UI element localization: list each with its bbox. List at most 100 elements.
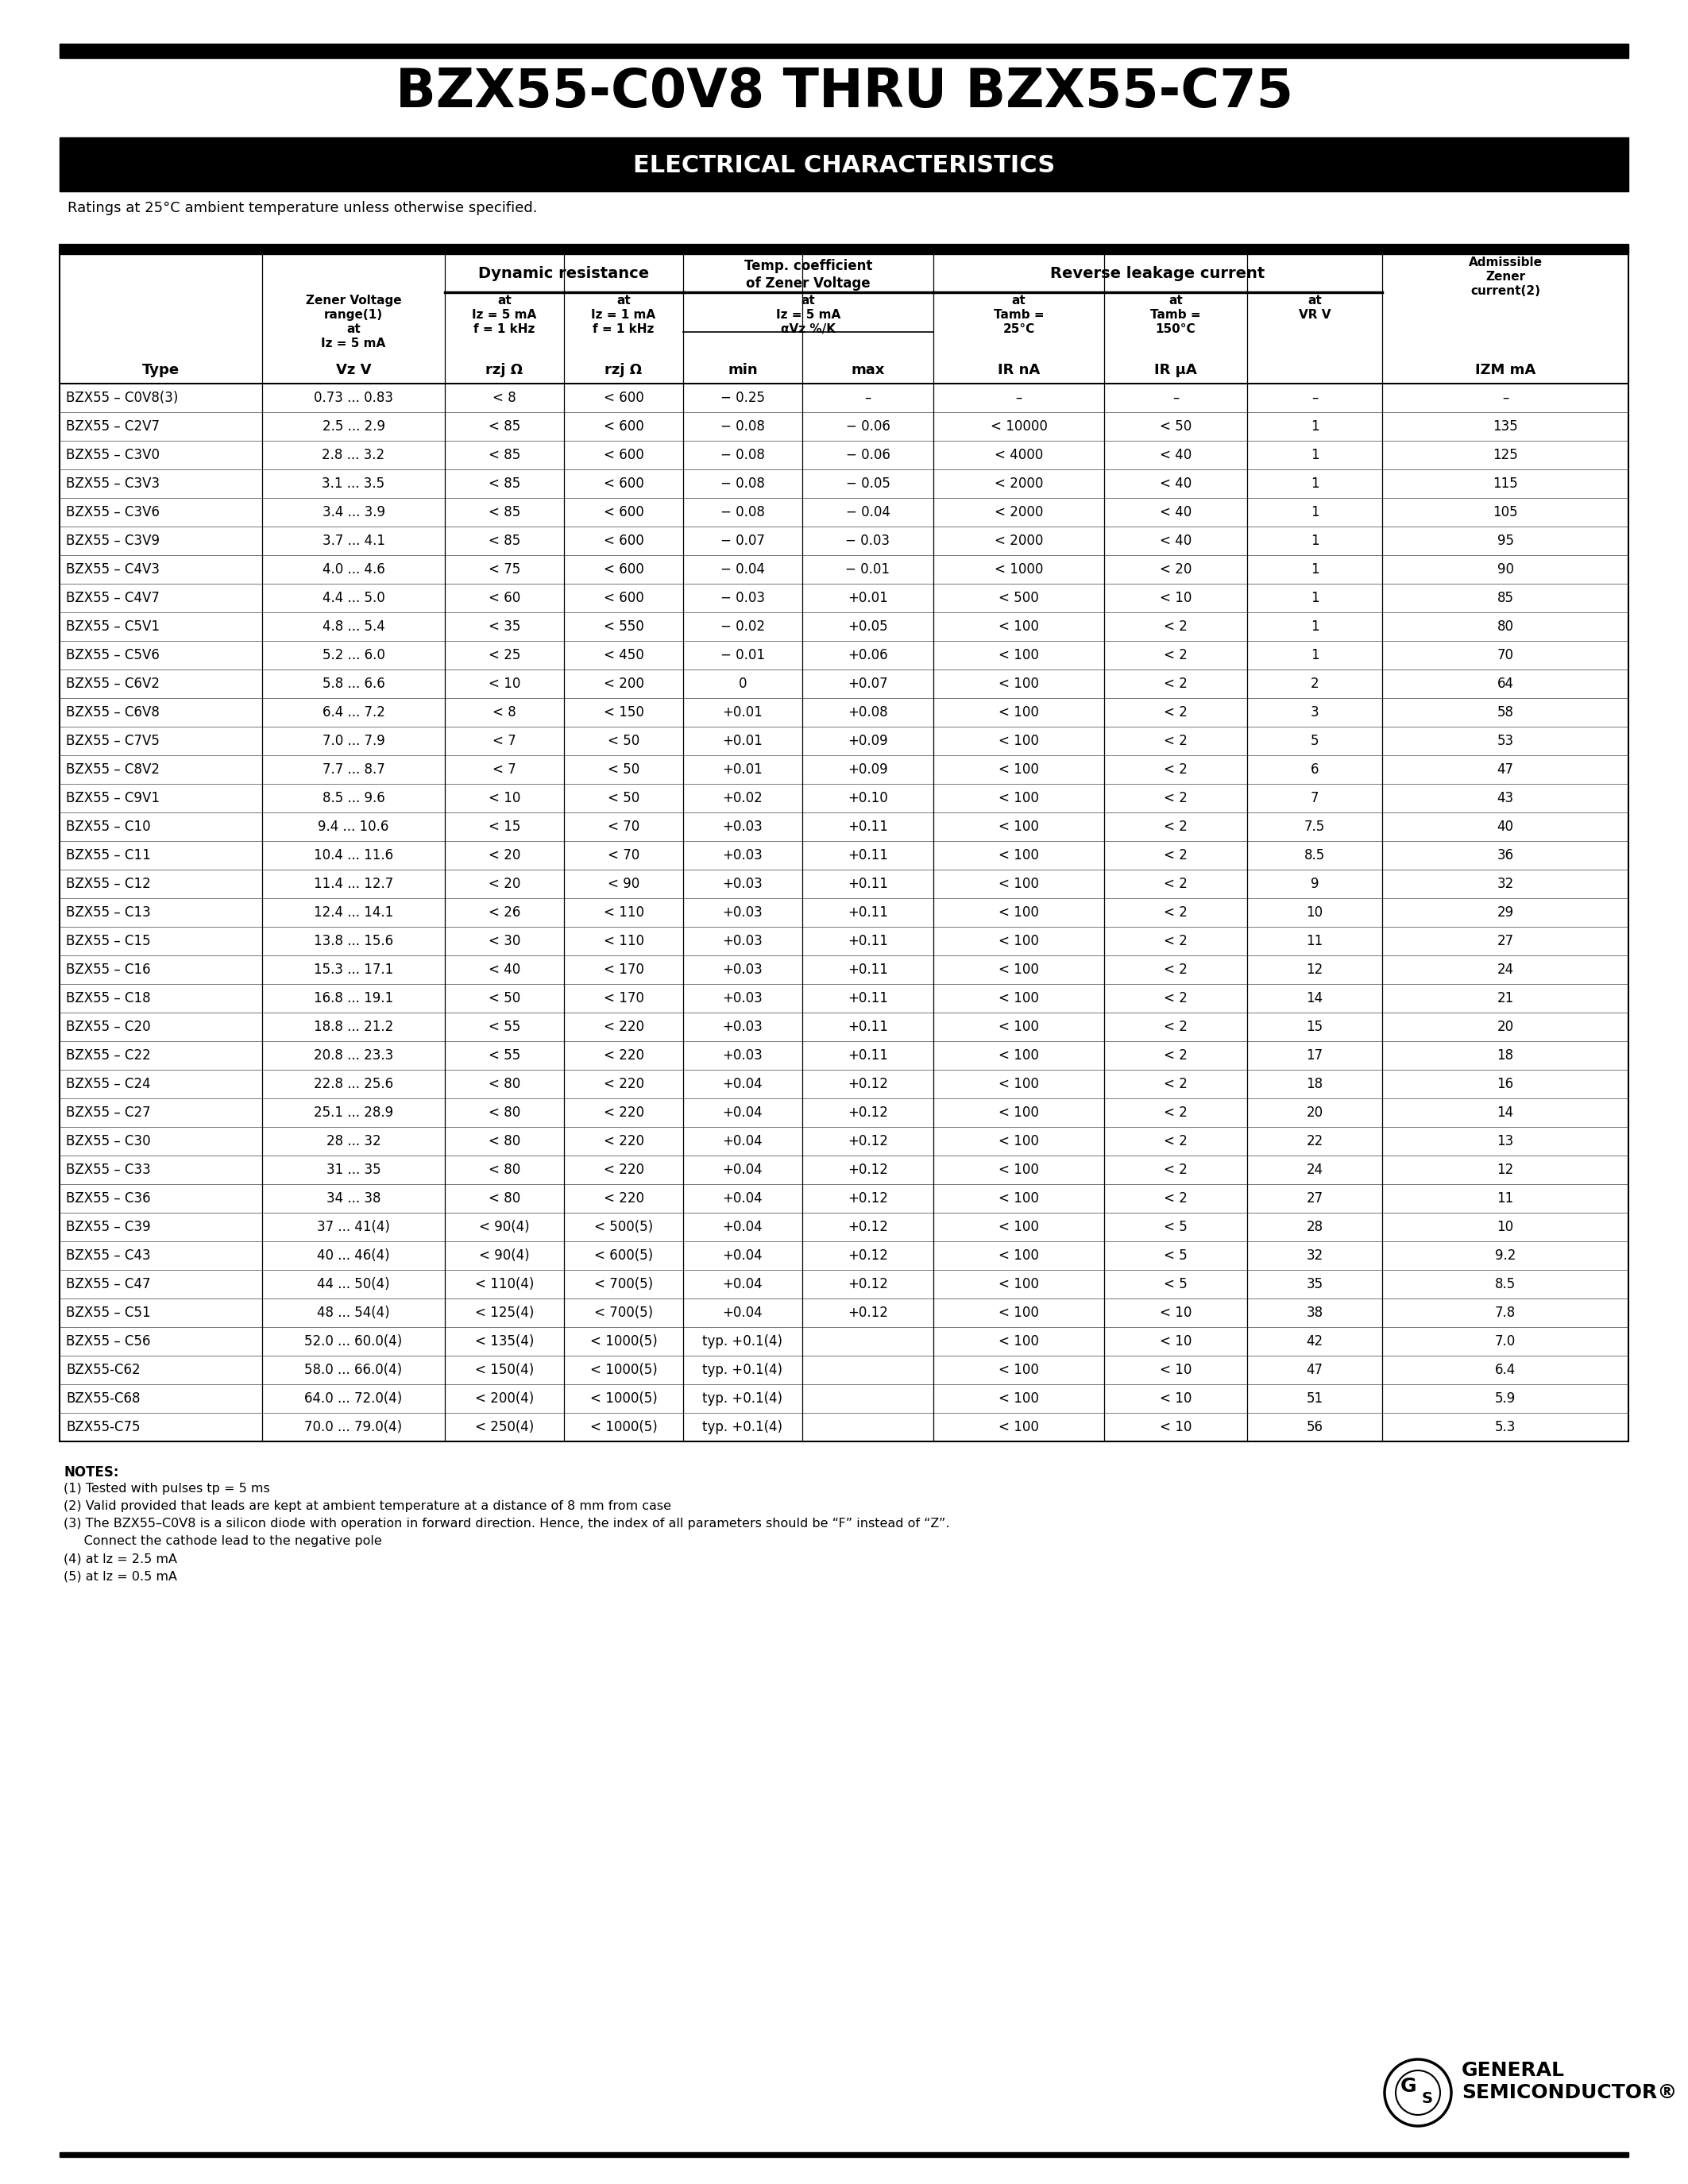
Text: < 1000(5): < 1000(5) (589, 1363, 657, 1378)
Text: < 100: < 100 (999, 1221, 1040, 1234)
Text: < 30: < 30 (488, 935, 520, 948)
Text: 12.4 ... 14.1: 12.4 ... 14.1 (314, 906, 393, 919)
Text: +0.03: +0.03 (722, 906, 763, 919)
Text: < 220: < 220 (603, 1020, 643, 1033)
Text: 8.5: 8.5 (1496, 1278, 1516, 1291)
Text: < 700(5): < 700(5) (594, 1278, 653, 1291)
Text: 80: 80 (1497, 620, 1514, 633)
Text: 17: 17 (1307, 1048, 1323, 1064)
Text: 5.9: 5.9 (1496, 1391, 1516, 1406)
Text: BZX55 – C9V1: BZX55 – C9V1 (66, 791, 160, 806)
Text: +0.12: +0.12 (847, 1077, 888, 1092)
Text: < 85: < 85 (488, 505, 520, 520)
Text: < 100: < 100 (999, 1363, 1040, 1378)
Text: < 150(4): < 150(4) (474, 1363, 533, 1378)
Text: < 2: < 2 (1163, 791, 1188, 806)
Text: +0.01: +0.01 (722, 762, 763, 778)
Text: +0.12: +0.12 (847, 1278, 888, 1291)
Text: 13.8 ... 15.6: 13.8 ... 15.6 (314, 935, 393, 948)
Text: G: G (1401, 2077, 1416, 2097)
Text: < 100: < 100 (999, 963, 1040, 976)
Text: BZX55 – C5V1: BZX55 – C5V1 (66, 620, 160, 633)
Text: < 100: < 100 (999, 1105, 1040, 1120)
Text: 8.5: 8.5 (1305, 847, 1325, 863)
Text: BZX55 – C27: BZX55 – C27 (66, 1105, 150, 1120)
Text: < 10: < 10 (1160, 1363, 1192, 1378)
Text: +0.12: +0.12 (847, 1190, 888, 1206)
Text: < 220: < 220 (603, 1105, 643, 1120)
Text: +0.03: +0.03 (722, 847, 763, 863)
Text: IR nA: IR nA (998, 363, 1040, 378)
Text: +0.01: +0.01 (722, 734, 763, 749)
Text: NOTES:: NOTES: (64, 1465, 118, 1479)
Text: < 80: < 80 (488, 1133, 520, 1149)
Text: < 2: < 2 (1163, 1105, 1188, 1120)
Text: < 85: < 85 (488, 476, 520, 491)
Text: < 85: < 85 (488, 533, 520, 548)
Text: +0.06: +0.06 (847, 649, 888, 662)
Text: 5.8 ... 6.6: 5.8 ... 6.6 (322, 677, 385, 690)
Text: +0.12: +0.12 (847, 1133, 888, 1149)
Text: − 0.25: − 0.25 (721, 391, 765, 404)
Text: < 2: < 2 (1163, 1162, 1188, 1177)
Text: < 100: < 100 (999, 935, 1040, 948)
Text: < 100: < 100 (999, 1020, 1040, 1033)
Text: –: – (1312, 391, 1318, 404)
Text: < 5: < 5 (1163, 1278, 1187, 1291)
Text: 135: 135 (1492, 419, 1518, 435)
Text: 40: 40 (1497, 819, 1514, 834)
Text: < 100: < 100 (999, 1306, 1040, 1319)
Text: < 2: < 2 (1163, 935, 1188, 948)
Text: 29: 29 (1497, 906, 1514, 919)
Text: 18: 18 (1307, 1077, 1323, 1092)
Text: +0.12: +0.12 (847, 1306, 888, 1319)
Text: < 10: < 10 (1160, 1334, 1192, 1348)
Text: − 0.05: − 0.05 (846, 476, 890, 491)
Text: at
Tamb =
25°C: at Tamb = 25°C (994, 295, 1043, 334)
Text: rzj Ω: rzj Ω (604, 363, 641, 378)
Text: BZX55 – C4V3: BZX55 – C4V3 (66, 561, 160, 577)
Text: 125: 125 (1492, 448, 1518, 463)
Text: 115: 115 (1492, 476, 1518, 491)
Text: < 125(4): < 125(4) (474, 1306, 533, 1319)
Text: 51: 51 (1307, 1391, 1323, 1406)
Text: at
Iz = 5 mA
f = 1 kHz: at Iz = 5 mA f = 1 kHz (473, 295, 537, 334)
Text: < 40: < 40 (1160, 533, 1192, 548)
Bar (59, 245, 1629, 1441)
Text: 12: 12 (1497, 1162, 1514, 1177)
Text: 28: 28 (1307, 1221, 1323, 1234)
Text: < 8: < 8 (493, 391, 517, 404)
Text: 11: 11 (1307, 935, 1323, 948)
Text: BZX55 – C36: BZX55 – C36 (66, 1190, 150, 1206)
Text: < 1000(5): < 1000(5) (589, 1420, 657, 1435)
Text: < 135(4): < 135(4) (474, 1334, 533, 1348)
Text: +0.05: +0.05 (847, 620, 888, 633)
Text: BZX55 – C3V9: BZX55 – C3V9 (66, 533, 160, 548)
Text: –: – (1016, 391, 1023, 404)
Text: +0.09: +0.09 (847, 762, 888, 778)
Text: < 550: < 550 (603, 620, 643, 633)
Text: +0.04: +0.04 (722, 1190, 763, 1206)
Text: min: min (728, 363, 758, 378)
Text: < 20: < 20 (1160, 561, 1192, 577)
Text: +0.01: +0.01 (847, 592, 888, 605)
Text: +0.04: +0.04 (722, 1133, 763, 1149)
Text: +0.11: +0.11 (847, 992, 888, 1005)
Text: +0.07: +0.07 (847, 677, 888, 690)
Bar (59, 44, 1629, 59)
Text: 1: 1 (1310, 476, 1318, 491)
Text: 9.2: 9.2 (1496, 1249, 1516, 1262)
Text: − 0.08: − 0.08 (721, 505, 765, 520)
Text: < 2: < 2 (1163, 705, 1188, 719)
Text: < 70: < 70 (608, 847, 640, 863)
Text: < 450: < 450 (603, 649, 643, 662)
Text: − 0.08: − 0.08 (721, 476, 765, 491)
Text: +0.09: +0.09 (847, 734, 888, 749)
Text: 31 ... 35: 31 ... 35 (326, 1162, 381, 1177)
Text: < 2: < 2 (1163, 1133, 1188, 1149)
Text: < 35: < 35 (488, 620, 520, 633)
Text: 64: 64 (1497, 677, 1514, 690)
Text: 7.0: 7.0 (1496, 1334, 1516, 1348)
Text: − 0.04: − 0.04 (721, 561, 765, 577)
Text: 1: 1 (1310, 448, 1318, 463)
